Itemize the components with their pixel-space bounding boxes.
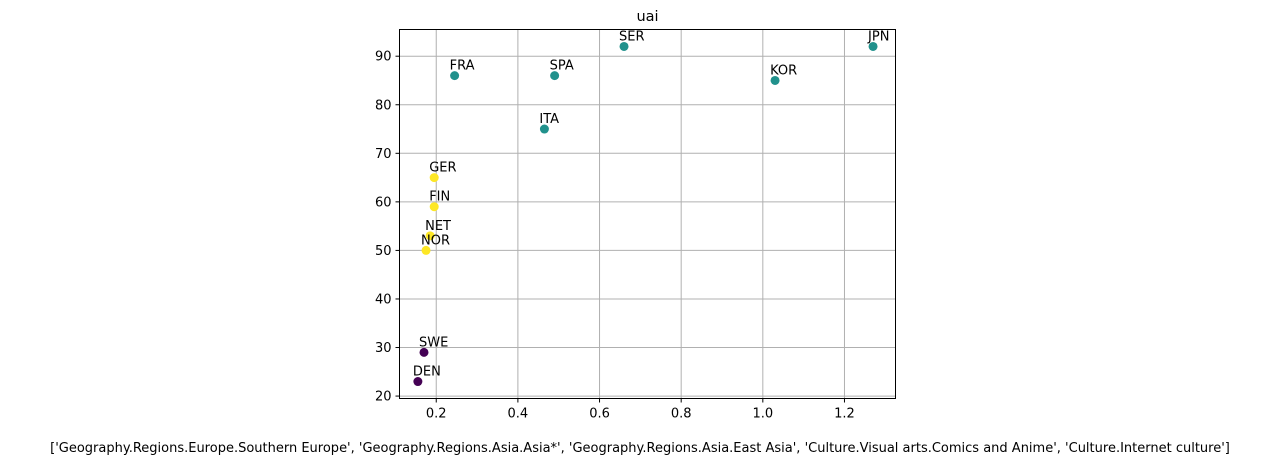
data-point-nor xyxy=(421,245,431,255)
data-point-jpn xyxy=(868,41,878,51)
point-label-spa: SPA xyxy=(550,59,574,74)
point-label-ser: SER xyxy=(619,29,645,44)
point-label-jpn: JPN xyxy=(867,29,889,44)
y-tick-label: 20 xyxy=(375,390,392,405)
point-label-fra: FRA xyxy=(450,59,475,74)
x-tick-label: 1.2 xyxy=(834,407,855,422)
data-points xyxy=(413,41,878,387)
point-label-nor: NOR xyxy=(421,233,450,248)
x-tick-label: 0.6 xyxy=(589,407,610,422)
data-point-swe xyxy=(419,347,429,357)
y-tick-label: 70 xyxy=(375,147,392,162)
data-point-ser xyxy=(619,41,629,51)
point-label-swe: SWE xyxy=(419,335,448,350)
x-axis-label: ['Geography.Regions.Europe.Southern Euro… xyxy=(50,441,1230,456)
point-label-net: NET xyxy=(425,219,451,234)
y-tick-label: 30 xyxy=(375,341,392,356)
x-tick-label: 0.2 xyxy=(426,407,447,422)
data-point-fin xyxy=(429,202,439,212)
y-tick-label: 40 xyxy=(375,292,392,307)
x-tick-label: 0.4 xyxy=(508,407,529,422)
data-point-ita xyxy=(539,124,549,134)
x-tick-label: 1.0 xyxy=(752,407,773,422)
data-point-den xyxy=(413,377,423,387)
point-label-fin: FIN xyxy=(429,190,450,205)
y-tick-label: 80 xyxy=(375,98,392,113)
y-tick-label: 60 xyxy=(375,195,392,210)
point-label-ger: GER xyxy=(429,161,456,176)
point-label-ita: ITA xyxy=(539,112,559,127)
grid xyxy=(399,29,896,399)
chart-title: uai xyxy=(636,9,658,25)
x-tick-label: 0.8 xyxy=(671,407,692,422)
point-label-den: DEN xyxy=(413,365,441,380)
point-label-kor: KOR xyxy=(770,63,797,78)
y-axis-ticks: 20 30 40 50 60 70 80 90 xyxy=(375,50,400,405)
y-tick-label: 50 xyxy=(375,244,392,259)
plot-frame xyxy=(399,29,896,399)
data-point-kor xyxy=(770,75,780,85)
data-point-net xyxy=(425,231,435,241)
data-point-ger xyxy=(429,173,439,183)
data-point-spa xyxy=(550,71,560,81)
x-axis-ticks: 0.2 0.4 0.6 0.8 1.0 1.2 xyxy=(426,398,855,422)
data-point-fra xyxy=(450,71,460,81)
y-tick-label: 90 xyxy=(375,50,392,65)
